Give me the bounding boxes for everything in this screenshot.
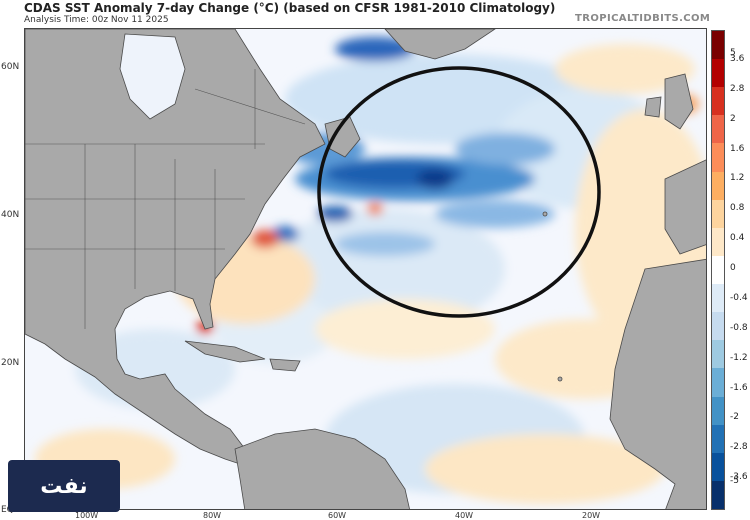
colorbar-tick-label: 2 [730, 113, 736, 124]
colorbar-tick-label: -2.8 [730, 442, 748, 453]
colorbar-segment [712, 199, 724, 229]
colorbar [711, 30, 725, 510]
political-borders [25, 69, 306, 329]
colorbar-segment [712, 340, 724, 369]
lon-label-100w: 100W [75, 511, 99, 520]
map-canvas [25, 29, 706, 509]
cape-verde [557, 376, 563, 382]
iberia [664, 159, 706, 255]
colorbar-segment [712, 143, 724, 173]
map-panel [24, 28, 707, 510]
colorbar-segment [712, 284, 724, 313]
colorbar-segment [712, 31, 724, 60]
lon-label-40w: 40W [455, 511, 474, 520]
colorbar-tick-label: 3.6 [730, 53, 745, 64]
colorbar-segment [712, 227, 724, 257]
colorbar-tick-label: -1.6 [730, 382, 748, 393]
watermark-logo-text: نفت [40, 473, 88, 499]
analysis-time: Analysis Time: 00z Nov 11 2025 [24, 15, 169, 25]
colorbar-tick-label: -0.4 [730, 292, 748, 303]
colorbar-tick-label: -5 [730, 476, 739, 486]
colorbar-segment [712, 368, 724, 398]
watermark-logo: نفت [8, 460, 120, 512]
colorbar-segment [712, 87, 724, 116]
colorbar-tick-label: -1.2 [730, 352, 748, 363]
lat-label-40n: 40N [1, 210, 20, 220]
ireland [644, 96, 662, 118]
colorbar-segment [712, 312, 724, 341]
lon-label-60w: 60W [328, 511, 347, 520]
colorbar-segment [712, 480, 724, 510]
colorbar-tick-label: -0.8 [730, 322, 748, 333]
africa [609, 258, 706, 509]
colorbar-segment [712, 115, 724, 144]
british-isles [664, 73, 694, 130]
colorbar-segment [712, 396, 724, 426]
colorbar-segment [712, 424, 724, 454]
lon-label-20w: 20W [582, 511, 601, 520]
cuba [184, 340, 266, 363]
lat-label-eq: EQ [1, 505, 14, 515]
colorbar-tick-label: 0 [730, 263, 736, 273]
colorbar-tick-label: 0.4 [730, 233, 745, 244]
lat-label-60n: 60N [1, 62, 20, 72]
lat-label-20n: 20N [1, 358, 20, 368]
colorbar-segment [712, 59, 724, 88]
colorbar-segment [712, 452, 724, 482]
colorbar-tick-label: -3.6 [730, 472, 748, 483]
colorbar-tick-label: 2.8 [730, 83, 745, 94]
colorbar-segment [712, 171, 724, 201]
azores [542, 211, 548, 217]
hispaniola [269, 358, 301, 372]
colorbar-tick-label: 1.6 [730, 143, 745, 154]
colorbar-tick-label: 5 [730, 48, 736, 58]
highlight-circle [317, 66, 601, 318]
greenland [384, 29, 496, 60]
source-brand: TROPICALTIDBITS.COM [575, 13, 711, 24]
hudson-bay [119, 33, 186, 120]
colorbar-tick-label: -2 [730, 412, 739, 423]
colorbar-segment [712, 255, 724, 285]
colorbar-tick-label: 0.8 [730, 203, 745, 214]
lon-label-80w: 80W [203, 511, 222, 520]
map-title: CDAS SST Anomaly 7-day Change (°C) (base… [24, 1, 556, 15]
south-america [234, 428, 410, 509]
colorbar-tick-label: 1.2 [730, 173, 745, 184]
